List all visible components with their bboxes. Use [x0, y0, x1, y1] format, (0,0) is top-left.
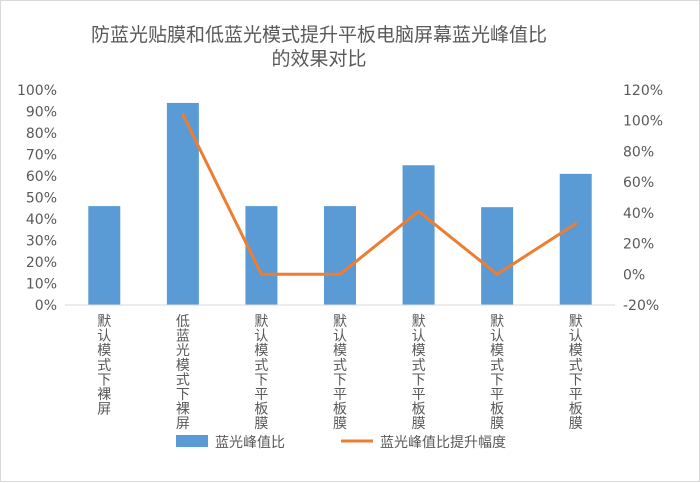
right-y-axis: -20% 0% 20% 40% 60% 80% 100% 120%	[623, 83, 663, 314]
legend-label: 蓝光峰值比	[215, 435, 285, 451]
chart-title-line-1: 防蓝光贴膜和低蓝光模式提升平板电脑屏幕蓝光峰值比	[91, 24, 547, 46]
right-y-tick-label: 120%	[623, 83, 663, 99]
right-y-tick-label: 100%	[623, 114, 663, 130]
left-y-tick-label: 100%	[17, 83, 57, 99]
right-y-tick-label: 20%	[623, 237, 654, 253]
left-y-tick-label: 70%	[26, 148, 57, 164]
line-point	[495, 272, 499, 276]
left-y-tick-label: 90%	[26, 105, 57, 121]
right-y-tick-label: -20%	[623, 298, 659, 314]
left-y-tick-label: 60%	[26, 169, 57, 185]
left-y-tick-label: 0%	[35, 298, 57, 314]
left-y-axis: 0% 10% 20% 30% 40% 50% 60% 70% 80% 90% 100%	[17, 83, 57, 314]
right-y-tick-label: 80%	[623, 144, 654, 160]
left-y-tick-label: 10%	[26, 277, 57, 293]
left-y-tick-label: 30%	[26, 234, 57, 250]
x-axis: 默认模式下裸屏 低蓝光模式下裸屏 默认模式下平板膜 默认模式下平板膜 默认模式下平板膜 默…	[65, 304, 615, 432]
line-path	[181, 113, 577, 276]
x-tick-label: 默认模式下平板膜	[490, 314, 504, 432]
right-y-tick-label: 60%	[623, 175, 654, 191]
bar	[559, 173, 592, 305]
legend-label: 蓝光峰值比提升幅度	[380, 435, 506, 451]
chart-title-line-2: 的效果对比	[271, 48, 366, 70]
legend: 蓝光峰值比 蓝光峰值比提升幅度	[176, 435, 506, 451]
right-y-tick-label: 40%	[623, 206, 654, 222]
line-point	[338, 272, 342, 276]
line-point	[574, 222, 578, 226]
bar	[166, 102, 199, 306]
bar	[324, 206, 356, 305]
bar	[402, 165, 435, 305]
x-tick-label: 默认模式下裸屏	[97, 314, 111, 418]
line-point	[259, 272, 263, 276]
x-tick-label: 默认模式下平板膜	[333, 314, 347, 432]
x-tick-label: 默认模式下平板膜	[569, 314, 583, 432]
chart-title: 防蓝光贴膜和低蓝光模式提升平板电脑屏幕蓝光峰值比 的效果对比	[91, 24, 547, 70]
line-point	[181, 113, 185, 117]
left-y-tick-label: 50%	[26, 191, 57, 207]
legend-swatch-bar	[176, 435, 208, 447]
right-y-tick-label: 0%	[623, 267, 645, 283]
bar	[245, 206, 278, 305]
left-y-tick-label: 20%	[26, 255, 57, 271]
left-y-tick-label: 80%	[26, 126, 57, 142]
x-tick-label: 默认模式下平板膜	[254, 314, 268, 432]
bar	[88, 206, 121, 305]
x-tick-label: 低蓝光模式下裸屏	[176, 314, 190, 432]
bar	[481, 207, 514, 305]
left-y-tick-label: 40%	[26, 212, 57, 228]
line-series	[181, 113, 578, 276]
x-tick-label: 默认模式下平板膜	[412, 314, 426, 432]
line-point	[417, 209, 421, 213]
